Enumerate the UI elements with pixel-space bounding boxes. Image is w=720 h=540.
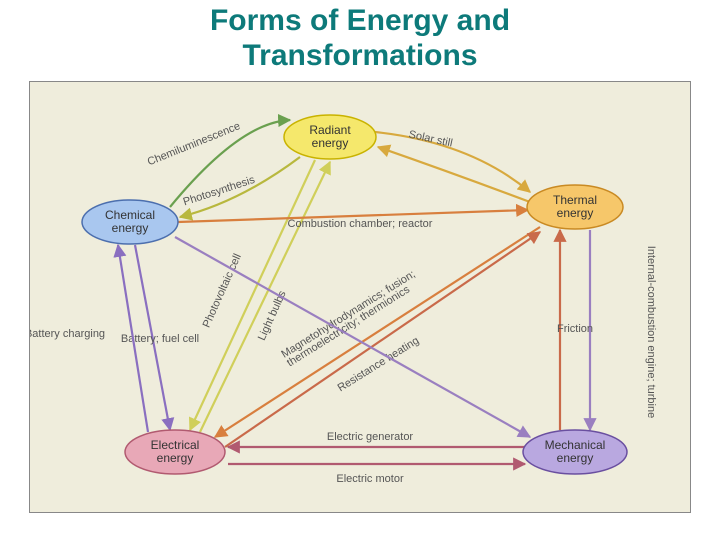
node-label: energy [112,221,149,235]
node-label: Radiant [309,123,351,137]
diagram-svg: ChemiluminescencePhotosynthesisSolar sti… [30,82,690,512]
node-mechanical: Mechanicalenergy [523,430,627,474]
node-label: energy [557,451,594,465]
node-label: Mechanical [545,438,606,452]
node-label: energy [312,136,349,150]
node-label: energy [157,451,194,465]
edge-label: Internal-combustion engine; turbine [645,246,657,418]
node-label: energy [557,206,594,220]
title-line2: Transformations [0,39,720,74]
edge-label: Light bulbs [256,289,289,343]
edge-label: Battery charging [30,328,105,340]
edge-electrical-thermal [225,232,540,447]
node-label: Chemical [105,208,155,222]
page-title: Forms of Energy and Transformations [0,0,720,73]
edge-label: Combustion chamber; reactor [288,218,433,230]
node-radiant: Radiantenergy [284,115,376,159]
edge-label: Chemiluminescence [146,120,242,168]
node-chemical: Chemicalenergy [82,200,178,244]
edge-label: Electric generator [327,431,414,443]
node-label: Electrical [151,438,200,452]
edge-label: Electric motor [336,473,404,485]
edge-label: Solar still [408,129,454,150]
edge-label: Friction [557,323,593,335]
node-thermal: Thermalenergy [527,185,623,229]
node-label: Thermal [553,193,597,207]
energy-diagram: ChemiluminescencePhotosynthesisSolar sti… [29,81,691,513]
node-electrical: Electricalenergy [125,430,225,474]
title-line1: Forms of Energy and [0,4,720,39]
